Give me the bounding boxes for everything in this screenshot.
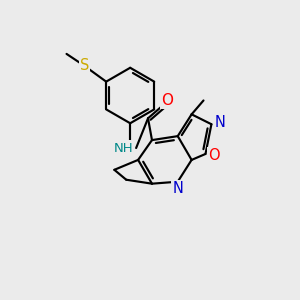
Text: O: O	[208, 148, 220, 164]
Text: O: O	[161, 93, 173, 108]
Text: N: N	[172, 181, 183, 196]
Text: N: N	[215, 115, 226, 130]
Text: S: S	[80, 58, 89, 73]
Text: NH: NH	[113, 142, 133, 154]
